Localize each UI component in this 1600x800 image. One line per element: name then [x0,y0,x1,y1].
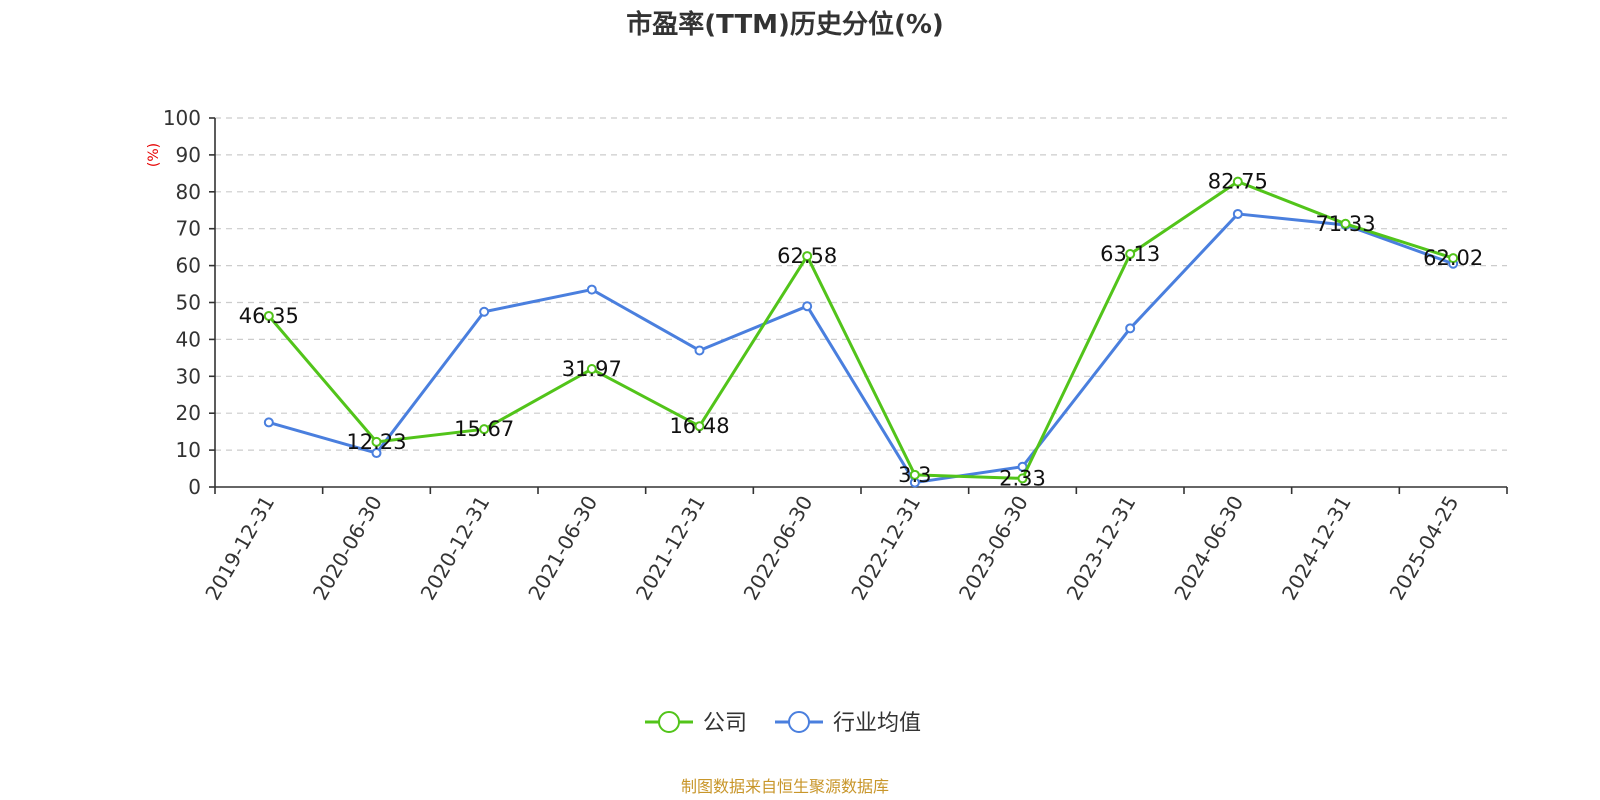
x-tick-label: 2023-12-31 [1062,492,1141,605]
x-tick-label: 2024-06-30 [1169,492,1248,605]
data-label: 31.97 [562,357,622,381]
x-tick-label: 2021-06-30 [523,492,602,605]
data-point [1448,253,1459,264]
data-label: 12.23 [346,430,406,454]
data-point [263,417,274,428]
y-tick-label: 90 [176,143,201,167]
data-point [263,310,274,321]
chart-title: 市盈率(TTM)历史分位(%) [626,9,944,40]
data-label: 63.13 [1100,242,1160,266]
data-point [802,301,813,312]
data-label: 15.67 [454,417,514,441]
y-tick-label: 0 [188,475,201,499]
series-lines [263,176,1459,488]
legend-label: 行业均值 [833,711,921,736]
data-label: 62.58 [777,244,837,268]
axes: 0 10 20 30 40 50 60 70 80 90 100 2019-12-31 2020-06-… [163,106,1508,605]
y-tick-label: 80 [176,180,201,204]
x-tick-label: 2020-12-31 [416,491,495,604]
legend-marker [788,711,810,733]
data-point [371,448,382,459]
x-tick-label: 2020-06-30 [308,492,387,605]
x-tick-label: 2023-06-30 [954,492,1033,605]
y-tick-label: 30 [176,364,201,388]
data-label: 2.33 [999,466,1046,490]
data-point [586,284,597,295]
y-tick-label: 50 [176,291,201,315]
data-point [694,421,705,432]
y-axis-label: (%) [146,143,162,167]
data-point [479,306,490,317]
data-point [1232,176,1243,187]
series-line [267,180,1454,480]
x-tick-label: 2021-12-31 [631,492,710,605]
legend-label: 公司 [703,711,747,736]
data-point [1340,218,1351,229]
x-tick-label: 2024-12-31 [1277,492,1356,605]
data-label: 16.48 [669,414,729,438]
series-line [268,212,1454,485]
y-tick-label: 10 [176,438,201,462]
y-tick-label: 60 [176,254,201,278]
x-tick-label: 2025-04-25 [1385,492,1464,605]
data-point [371,436,382,447]
y-tick-label: 40 [176,327,201,351]
x-tick-label: 2022-06-30 [739,492,818,605]
data-point [586,364,597,375]
x-tick-label: 2019-12-31 [200,492,279,605]
data-point [694,345,705,356]
y-tick-label: 20 [176,401,201,425]
data-point [1017,473,1028,484]
data-point [1232,208,1243,219]
legend-item[interactable]: 公司 [645,711,747,736]
data-point [479,424,490,435]
y-tick-label: 100 [163,106,201,130]
legend-item[interactable]: 行业均值 [775,711,921,736]
data-label: 71.33 [1315,212,1375,236]
source-note: 制图数据来自恒生聚源数据库 [681,777,889,796]
grid-lines [215,117,1507,451]
data-point [1125,323,1136,334]
data-labels: 46.35 12.23 15.67 31.97 16.48 62.58 3.3 2.33 63.… [239,170,1483,491]
y-tick-label: 70 [176,217,201,241]
data-point [1125,249,1136,260]
data-label: 46.35 [239,304,299,328]
data-label: 3.3 [898,463,931,487]
data-point [909,469,920,480]
legend-marker [658,711,680,733]
data-label: 62.02 [1423,246,1483,270]
data-label: 82.75 [1208,170,1268,194]
x-tick-label: 2022-12-31 [846,491,925,604]
legend[interactable]: 公司 行业均值 [645,711,921,736]
data-point [802,251,813,262]
